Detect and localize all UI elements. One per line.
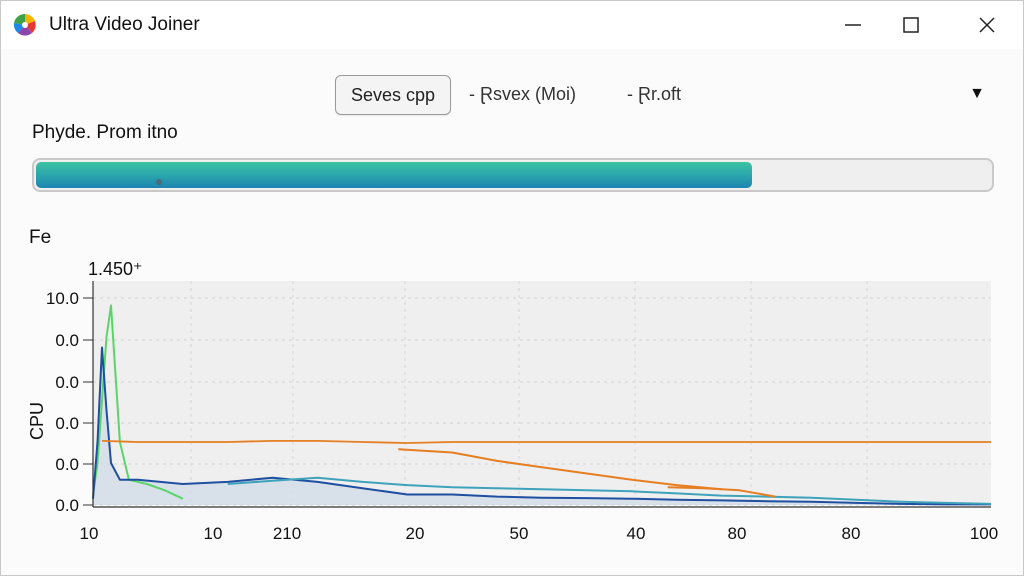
close-icon [979, 17, 995, 33]
window-title: Ultra Video Joiner [49, 14, 200, 35]
section-label: Fe [29, 227, 52, 248]
series-line-4 [398, 448, 722, 491]
maximize-icon [903, 17, 919, 33]
close-button[interactable] [957, 1, 1017, 49]
minimize-icon [845, 24, 861, 26]
minimize-button[interactable] [823, 1, 883, 49]
app-logo-icon [13, 13, 36, 36]
x-tick-label: 210 [273, 524, 301, 543]
x-tick-label: 10 [204, 524, 223, 543]
series-line-5 [667, 486, 776, 498]
x-tick-labels: 10 10 210 20 50 40 80 80 100 [80, 524, 999, 543]
series-line-1 [92, 346, 991, 506]
series-line-0 [92, 304, 184, 500]
plot-area [93, 281, 991, 505]
progress-dot [156, 179, 162, 185]
y-tick-labels: 10.0 0.0 0.0 0.0 0.0 0.0 [46, 289, 93, 515]
cpu-chart: 10.0 0.0 0.0 0.0 0.0 0.0 10 10 210 20 50 40 80 80 100… [27, 281, 999, 543]
progress-fill [36, 162, 752, 188]
y-tick-label: 0.0 [55, 373, 79, 392]
x-tick-label: 80 [842, 524, 861, 543]
series-area-fill [93, 347, 991, 505]
y-tick-label: 0.0 [55, 496, 79, 515]
dropdown-arrow-icon[interactable]: ▼ [969, 85, 985, 102]
y-tick-label: 0.0 [55, 455, 79, 474]
y-tick-label: 10.0 [46, 289, 79, 308]
y-tick-label: 0.0 [55, 414, 79, 433]
toolbar-item-2[interactable]: - Ɽr.oft [627, 84, 682, 104]
toolbar-primary-button[interactable]: Seves cpp [335, 75, 451, 115]
toolbar: Seves cpp - Ɽsvex (Moi) - Ɽr.oft ▼ [1, 75, 1023, 115]
x-tick-label: 80 [728, 524, 747, 543]
title-bar: Ultra Video Joiner [1, 1, 1023, 49]
x-tick-label: 10 [80, 524, 99, 543]
x-tick-label: 50 [510, 524, 529, 543]
chart-header-value: 1.450⁺ [88, 259, 143, 279]
x-tick-label: 20 [406, 524, 425, 543]
maximize-button[interactable] [881, 1, 941, 49]
series-group [92, 304, 992, 506]
x-tick-label: 100 [970, 524, 998, 543]
series-line-2 [227, 476, 992, 505]
toolbar-item-1[interactable]: - Ɽsvex (Moi) [469, 84, 576, 104]
y-tick-label: 0.0 [55, 331, 79, 350]
progress-bar [32, 158, 994, 192]
series-line-3 [101, 440, 991, 444]
x-tick-label: 40 [627, 524, 646, 543]
y-axis-title: CPU [27, 402, 47, 440]
progress-label: Phyde. Prom itno [32, 122, 178, 143]
